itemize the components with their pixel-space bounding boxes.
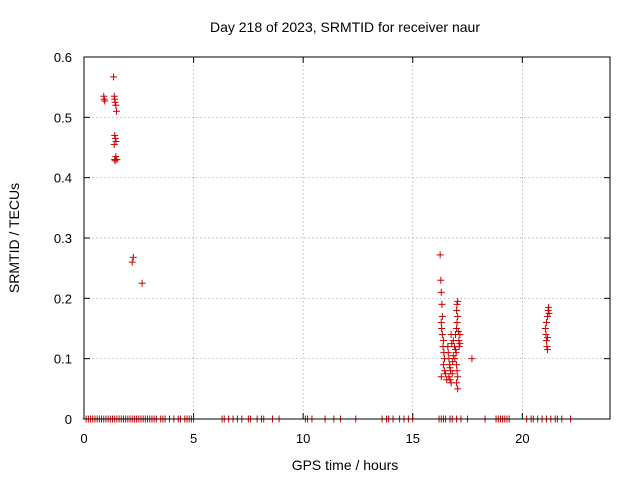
data-point [542,318,550,326]
data-point [439,337,447,345]
data-point [128,258,136,266]
y-tick-label: 0.3 [54,231,72,246]
data-point [437,318,445,326]
data-point [545,309,553,317]
data-point [544,312,552,320]
data-point [454,373,462,381]
y-axis-title: SRMTID / TECUs [6,183,22,293]
data-point [451,346,459,354]
y-tick-label: 0.2 [54,291,72,306]
data-point [451,355,459,363]
data-point [449,352,457,360]
data-point [438,325,446,332]
data-point [454,312,462,320]
data-point [111,134,119,142]
y-tick-label: 0 [65,412,72,427]
data-point [444,349,452,357]
data-point [453,300,461,308]
data-point [112,153,120,161]
y-tick-label: 0.1 [54,352,72,367]
chart-title: Day 218 of 2023, SRMTID for receiver nau… [210,19,480,35]
data-point [436,251,444,259]
x-axis-title: GPS time / hours [292,457,399,473]
data-point [453,361,461,369]
data-point [446,367,454,375]
data-point [453,306,461,314]
y-tick-labels: 0 0.1 0.2 0.3 0.4 0.5 0.6 [54,50,72,427]
data-point [110,140,118,148]
x-tick-labels: 0 5 10 15 20 [80,431,529,446]
data-point [455,343,463,351]
axis-ticks [83,56,610,420]
data-point [453,379,461,387]
data-point [543,343,551,351]
data-point [442,370,450,378]
data-point [541,325,549,332]
data-point [100,95,108,103]
data-point [112,101,120,109]
data-point [437,288,445,296]
data-point [468,355,476,363]
x-tick-label: 0 [80,431,87,446]
data-point [110,73,118,81]
grid-lines [84,57,610,419]
data-point [544,346,552,354]
y-tick-label: 0.4 [54,171,72,186]
data-point [438,300,446,308]
data-point [456,331,464,339]
data-point [453,367,461,375]
data-point [111,98,119,106]
data-point [138,279,146,287]
data-point [453,318,461,326]
data-point [454,297,462,305]
data-point [453,325,461,332]
data-point [455,337,463,345]
data-point [444,343,452,351]
x-tick-label: 20 [515,431,529,446]
data-point [437,276,445,284]
data-point [101,97,109,105]
data-points [82,73,575,423]
data-point [454,328,462,336]
x-tick-label: 5 [190,431,197,446]
y-tick-label: 0.6 [54,50,72,65]
y-tick-label: 0.5 [54,110,72,125]
data-point [542,331,550,339]
data-point [112,107,120,115]
data-point [456,340,464,348]
data-point [441,367,449,375]
data-point [542,337,550,345]
data-point [439,361,447,369]
data-point [438,331,446,339]
x-tick-label: 10 [296,431,310,446]
data-point [111,157,119,165]
x-tick-label: 15 [406,431,420,446]
data-point [113,156,121,164]
data-point [446,376,454,384]
data-point [112,137,120,145]
plot-frame [83,56,611,420]
data-point [448,370,456,378]
data-point [437,373,445,381]
data-point [454,385,462,393]
data-point [111,131,119,139]
data-point [452,349,460,357]
data-point [438,312,446,320]
data-point [544,334,552,342]
data-point [545,303,553,311]
data-point [445,373,453,381]
data-point [445,355,453,363]
data-point [129,253,137,261]
